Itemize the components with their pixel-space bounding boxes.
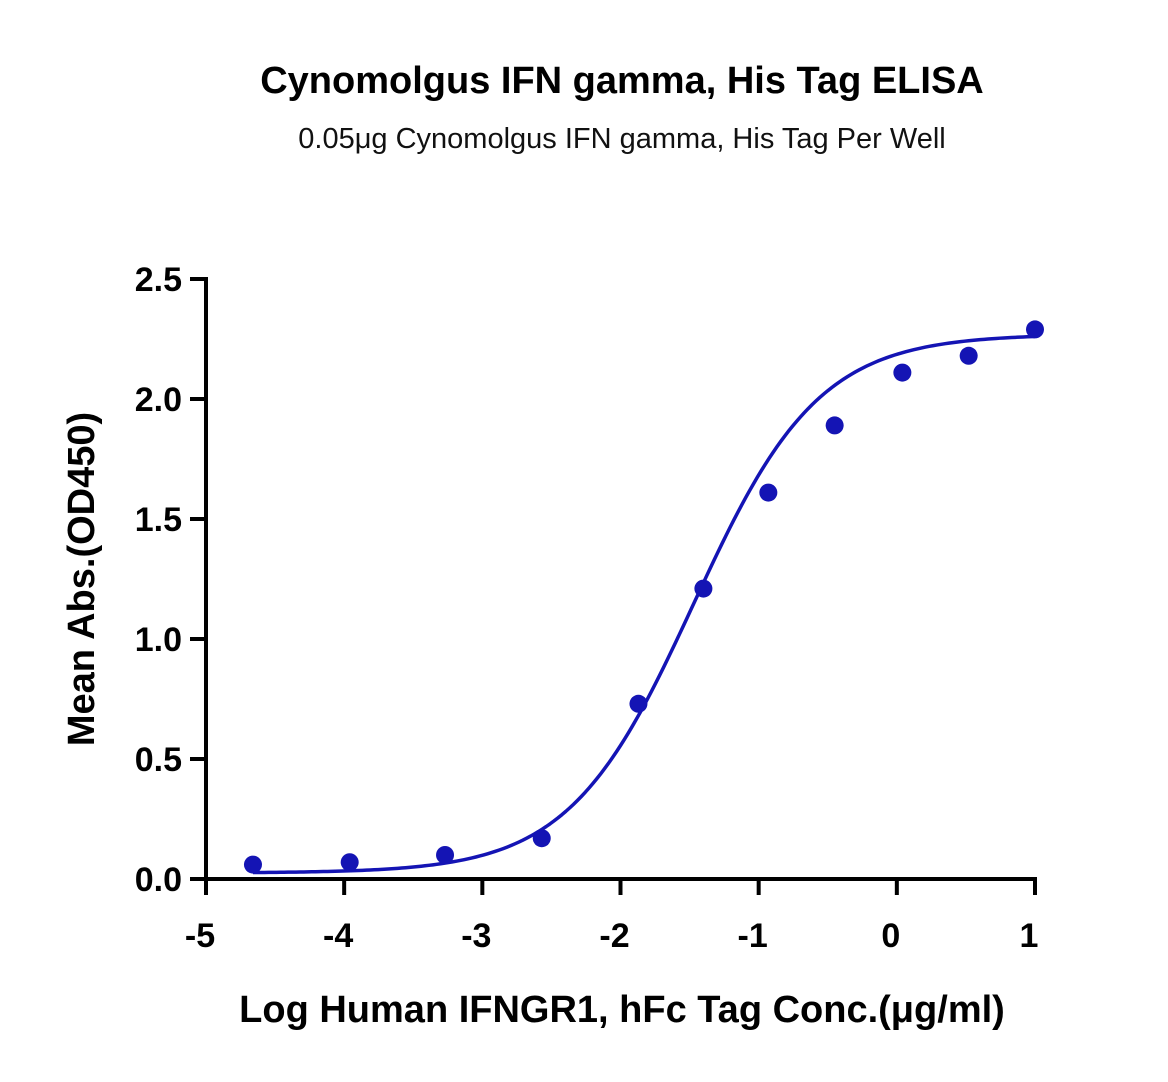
y-tick-label: 2.5 <box>135 261 182 299</box>
x-tick-label: 1 <box>1020 917 1039 955</box>
y-tick-label: 1.5 <box>135 501 182 539</box>
data-point <box>694 579 713 598</box>
x-tick-label: -3 <box>461 917 491 955</box>
x-tick-label: 0 <box>881 917 900 955</box>
data-point <box>532 829 551 848</box>
plot-area: 0.0 0.5 1.0 1.5 2.0 2.5 -5 -4 -3 -2 -1 0 1 <box>135 261 1044 955</box>
x-tick-label: -1 <box>738 917 768 955</box>
data-point <box>436 846 455 864</box>
fit-curve <box>252 334 1036 875</box>
x-axis-label: Log Human IFNGR1, hFc Tag Conc.(μg/ml) <box>239 989 1005 1031</box>
data-point <box>1026 320 1044 339</box>
chart-subtitle: 0.05μg Cynomolgus IFN gamma, His Tag Per… <box>298 123 945 155</box>
y-tick-label: 1.0 <box>135 621 182 659</box>
data-point <box>243 855 262 874</box>
x-tick-label: -2 <box>599 917 629 955</box>
data-point <box>340 853 359 872</box>
data-point <box>959 346 978 365</box>
data-point <box>759 483 778 502</box>
y-tick-label: 2.0 <box>135 381 182 419</box>
y-tick-label: 0.0 <box>135 861 182 899</box>
data-point <box>893 363 912 382</box>
x-tick-label: -5 <box>185 917 215 955</box>
y-tick-label: 0.5 <box>135 741 182 779</box>
data-point <box>629 694 648 713</box>
x-tick-label: -4 <box>323 917 353 955</box>
data-point <box>825 416 844 435</box>
y-axis-label: Mean Abs.(OD450) <box>61 412 103 746</box>
chart-title: Cynomolgus IFN gamma, His Tag ELISA <box>260 60 984 102</box>
